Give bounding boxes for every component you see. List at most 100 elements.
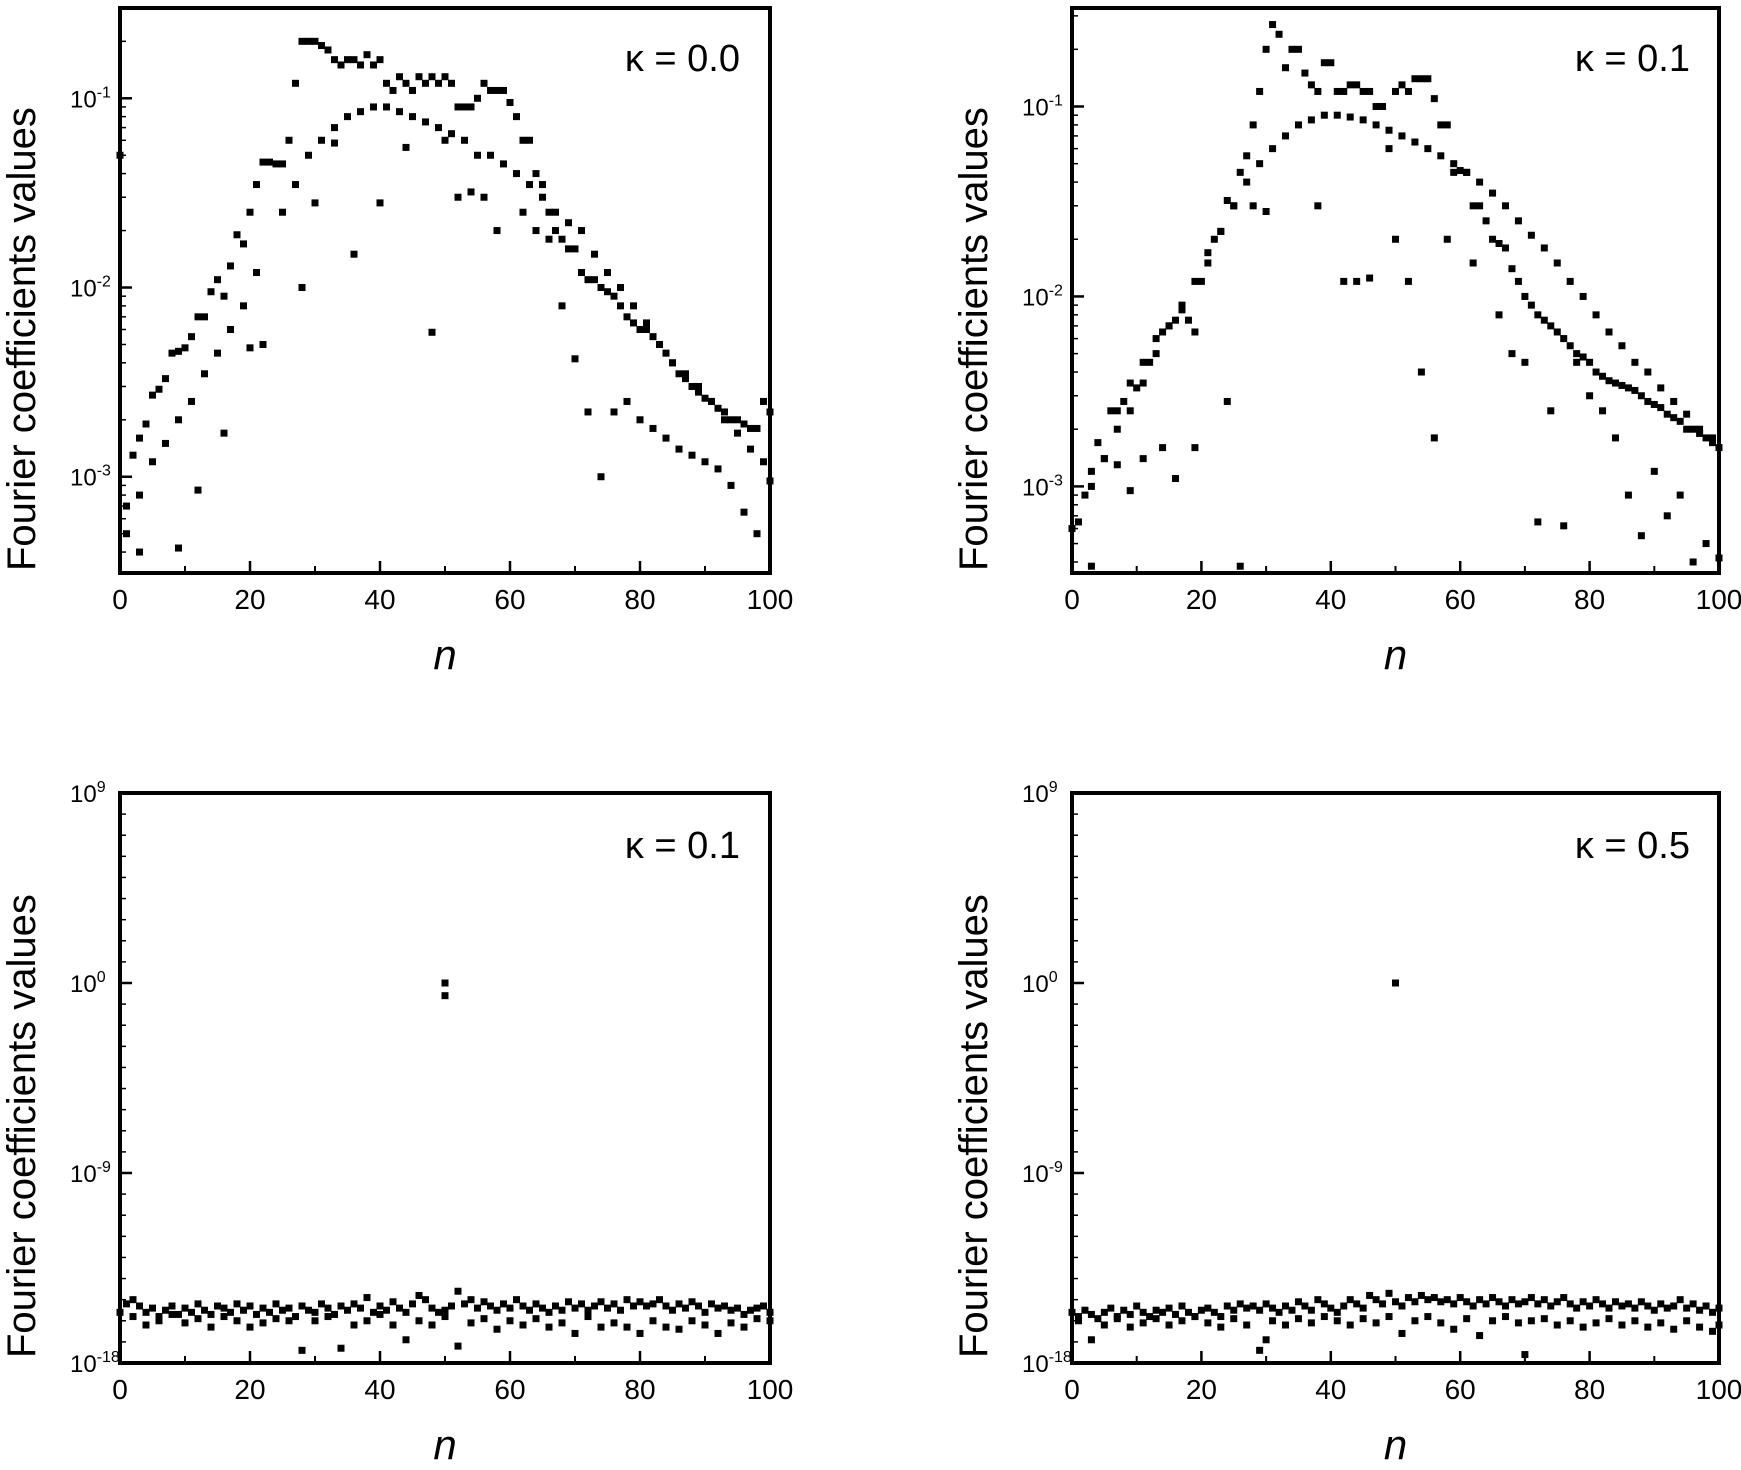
data-point	[1527, 1317, 1535, 1325]
data-point	[474, 151, 481, 159]
data-point	[1430, 95, 1438, 103]
x-tick-label: 100	[747, 1374, 794, 1405]
data-point	[1236, 562, 1244, 570]
data-point	[1521, 292, 1529, 300]
data-point	[259, 1319, 267, 1327]
data-point	[1476, 1296, 1484, 1304]
data-point	[1230, 1315, 1238, 1323]
data-point	[532, 1315, 540, 1323]
data-point	[1087, 482, 1095, 490]
data-point	[669, 1306, 676, 1314]
plot-frame	[1070, 791, 1721, 1365]
data-point	[519, 1302, 527, 1310]
x-tick-label: 20	[234, 584, 265, 615]
data-point	[1683, 1317, 1691, 1325]
data-point	[610, 1300, 618, 1308]
data-point	[155, 1313, 163, 1321]
data-point	[1068, 1308, 1076, 1316]
data-point	[1301, 1302, 1309, 1310]
data-point	[402, 143, 410, 151]
data-point	[1424, 145, 1432, 153]
data-point	[441, 992, 449, 1000]
data-point	[1087, 1336, 1095, 1344]
data-point	[1450, 160, 1458, 168]
data-point	[448, 1302, 455, 1310]
data-point	[246, 1302, 254, 1310]
data-point	[526, 136, 533, 144]
data-point	[753, 1304, 761, 1312]
data-point	[350, 250, 358, 258]
data-point	[240, 240, 247, 248]
data-point	[1146, 358, 1154, 366]
y-tick-label: 10-1	[70, 84, 111, 113]
data-point	[740, 420, 748, 428]
data-point	[1249, 202, 1257, 210]
data-point	[597, 473, 605, 481]
data-point	[376, 56, 384, 64]
data-point	[214, 349, 221, 357]
data-point	[753, 424, 761, 432]
data-point	[188, 397, 195, 405]
data-point	[1191, 277, 1199, 285]
data-point	[1314, 202, 1322, 210]
data-point	[604, 288, 611, 296]
data-point	[311, 37, 319, 45]
data-point	[370, 103, 377, 111]
data-point	[571, 245, 579, 253]
data-point	[1087, 562, 1095, 570]
y-tick-label: 10-3	[70, 463, 111, 492]
data-point	[1223, 397, 1231, 405]
data-point	[298, 37, 306, 45]
data-point	[311, 1308, 319, 1316]
data-point	[214, 1302, 221, 1310]
data-point	[1508, 350, 1516, 358]
data-point	[1501, 202, 1509, 210]
data-point	[1100, 1321, 1108, 1329]
data-point	[1307, 116, 1315, 124]
data-point	[519, 1321, 527, 1329]
data-point	[1275, 30, 1283, 38]
x-tick-label: 20	[234, 1374, 265, 1405]
data-point	[220, 1304, 228, 1312]
data-point	[435, 124, 442, 132]
data-point	[526, 181, 533, 189]
data-point	[617, 284, 624, 292]
data-point	[181, 344, 189, 352]
data-point	[454, 1287, 462, 1295]
data-point	[123, 502, 130, 510]
data-point	[675, 445, 683, 453]
data-point	[493, 227, 501, 235]
data-point	[331, 124, 338, 132]
data-point	[1346, 81, 1354, 89]
data-point	[1172, 475, 1180, 483]
data-point	[1333, 1317, 1341, 1325]
data-point	[584, 1306, 592, 1314]
data-point	[363, 51, 371, 59]
data-point	[532, 1300, 540, 1308]
data-point	[766, 1308, 774, 1316]
data-point	[461, 103, 468, 111]
data-point	[1294, 1315, 1302, 1323]
x-tick-label: 60	[1445, 584, 1476, 615]
data-point	[292, 79, 299, 87]
data-point	[623, 1296, 631, 1304]
data-point	[1534, 311, 1542, 319]
data-point	[1456, 167, 1464, 175]
data-point	[1353, 81, 1361, 89]
data-point	[305, 1306, 312, 1314]
y-tick-label: 10-1	[1022, 92, 1063, 121]
data-point	[1437, 121, 1445, 129]
data-point	[558, 1306, 566, 1314]
x-axis-label: n	[1383, 631, 1408, 678]
data-point	[1113, 425, 1121, 433]
data-point	[376, 1302, 384, 1310]
y-tick-label: 10-18	[1022, 1349, 1072, 1378]
data-point	[500, 160, 507, 168]
data-point	[747, 424, 754, 432]
data-point	[643, 1302, 650, 1310]
data-point	[1469, 202, 1477, 210]
data-point	[441, 1306, 449, 1314]
data-point	[552, 227, 559, 235]
data-point	[1696, 1306, 1704, 1314]
data-point	[480, 79, 488, 87]
